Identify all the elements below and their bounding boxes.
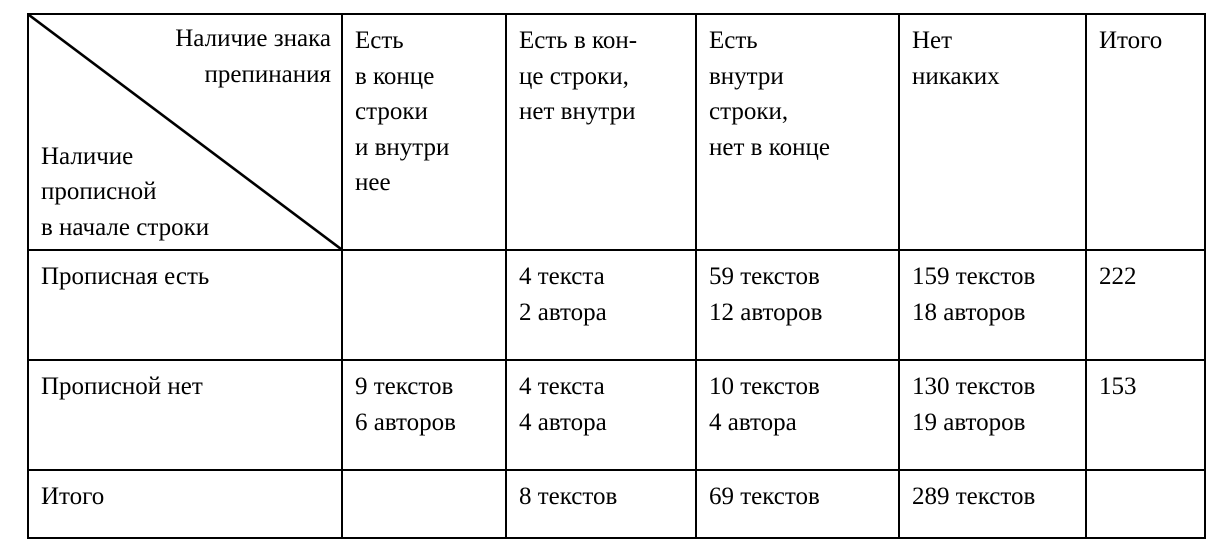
column-header-est-v-konce-stroki-i-vnutri-nee: Есть в конце строки и внутри нее xyxy=(341,13,507,251)
table-row-itogo: Итого 8 текстов 69 текстов 289 текстов xyxy=(27,469,1206,539)
column-header-line: нет в конце xyxy=(709,133,830,161)
cell-propisnaya-est-est-vnutri-net-v-konce: 59 текстов 12 авторов xyxy=(695,249,900,361)
column-header-line: внутри xyxy=(709,62,784,90)
corner-header-cell: Наличие знака препинания Наличие прописн… xyxy=(27,13,343,251)
cell-propisnoy-net-est-vnutri-net-v-konce: 10 текстов 4 автора xyxy=(695,359,900,471)
cell-line: 222 xyxy=(1099,263,1137,290)
diagonal-divider-icon xyxy=(29,15,341,249)
column-header-line: Нет xyxy=(912,27,953,54)
column-header-line: в конце xyxy=(355,62,435,90)
cell-line: 59 текстов xyxy=(709,263,820,290)
column-header-line: нее xyxy=(355,169,391,196)
cell-propisnaya-est-est-v-konce-net-vnutri: 4 текста 2 автора xyxy=(505,249,697,361)
cell-itogo-est-v-konce-i-vnutri xyxy=(341,469,507,539)
cell-propisnoy-net-est-v-konce-i-vnutri: 9 текстов 6 авторов xyxy=(341,359,507,471)
cell-line: 4 текста xyxy=(519,373,605,400)
column-header-line: нет внутри xyxy=(519,98,636,125)
cell-line: 4 автора xyxy=(519,408,607,436)
column-header-line: и внутри xyxy=(355,133,450,161)
row-header-itogo: Итого xyxy=(27,469,343,539)
corner-row-axis-label-line-2: прописной xyxy=(41,178,157,205)
corner-column-axis-label-line-1: Наличие знака xyxy=(175,25,331,52)
cell-line: 6 авторов xyxy=(355,408,456,436)
corner-column-axis-label-line-2: препинания xyxy=(204,60,331,88)
cell-propisnoy-net-est-v-konce-net-vnutri: 4 текста 4 автора xyxy=(505,359,697,471)
column-header-line: Итого xyxy=(1099,27,1163,54)
cell-line: 159 текстов xyxy=(912,263,1036,290)
cell-line: 4 текста xyxy=(519,263,605,290)
cell-line: 130 текстов xyxy=(912,373,1036,400)
table-row-propisnaya-est: Прописная есть 4 текста 2 автора 59 текс… xyxy=(27,249,1206,361)
column-header-est-v-konce-stroki-net-vnutri: Есть в кон- це строки, нет внутри xyxy=(505,13,697,251)
cell-propisnoy-net-itogo: 153 xyxy=(1085,359,1206,471)
corner-row-axis-label-line-1: Наличие xyxy=(41,142,134,170)
column-header-line: Есть в кон- xyxy=(519,27,638,54)
cell-propisnaya-est-net-nikakih: 159 текстов 18 авторов xyxy=(898,249,1087,361)
cell-itogo-net-nikakih: 289 текстов xyxy=(898,469,1087,539)
column-header-itogo: Итого xyxy=(1085,13,1206,251)
cell-itogo-est-vnutri-net-v-konce: 69 текстов xyxy=(695,469,900,539)
cell-line: 19 авторов xyxy=(912,408,1026,436)
cell-itogo-est-v-konce-net-vnutri: 8 текстов xyxy=(505,469,697,539)
cell-propisnaya-est-itogo: 222 xyxy=(1085,249,1206,361)
row-header-propisnaya-est: Прописная есть xyxy=(27,249,343,361)
cell-line: 2 автора xyxy=(519,298,607,326)
cell-line: 153 xyxy=(1099,373,1137,400)
corner-column-axis-label: Наличие знака препинания xyxy=(101,21,331,92)
cell-line: 10 текстов xyxy=(709,373,820,400)
cell-line: 12 авторов xyxy=(709,298,823,326)
column-header-line: строки xyxy=(355,98,428,125)
column-header-line: Есть xyxy=(355,27,404,54)
table-header-row: Наличие знака препинания Наличие прописн… xyxy=(27,13,1206,251)
cell-line: 4 автора xyxy=(709,408,797,436)
cell-line: 69 текстов xyxy=(709,483,820,510)
column-header-line: никаких xyxy=(912,62,1000,90)
cell-line: 9 текстов xyxy=(355,373,454,400)
cell-itogo-itogo xyxy=(1085,469,1206,539)
corner-row-axis-label-line-3: в начале строки xyxy=(41,213,210,241)
table-row-propisnoy-net: Прописной нет 9 текстов 6 авторов 4 текс… xyxy=(27,359,1206,471)
column-header-est-vnutri-stroki-net-v-konce: Есть внутри строки, нет в конце xyxy=(695,13,900,251)
cell-propisnaya-est-est-v-konce-i-vnutri xyxy=(341,249,507,361)
cell-line: 18 авторов xyxy=(912,298,1026,326)
corner-row-axis-label: Наличие прописной в начале строки xyxy=(41,139,291,246)
cross-tabulation-table-container: Наличие знака препинания Наличие прописн… xyxy=(27,13,1206,539)
column-header-line: строки, xyxy=(709,98,789,125)
cell-line: 8 текстов xyxy=(519,483,618,510)
cell-propisnoy-net-net-nikakih: 130 текстов 19 авторов xyxy=(898,359,1087,471)
row-header-propisnoy-net: Прописной нет xyxy=(27,359,343,471)
column-header-line: це строки, xyxy=(519,62,629,90)
column-header-net-nikakih: Нет никаких xyxy=(898,13,1087,251)
cell-line: 289 текстов xyxy=(912,483,1036,510)
cross-tabulation-table: Наличие знака препинания Наличие прописн… xyxy=(27,13,1206,539)
column-header-line: Есть xyxy=(709,27,758,54)
